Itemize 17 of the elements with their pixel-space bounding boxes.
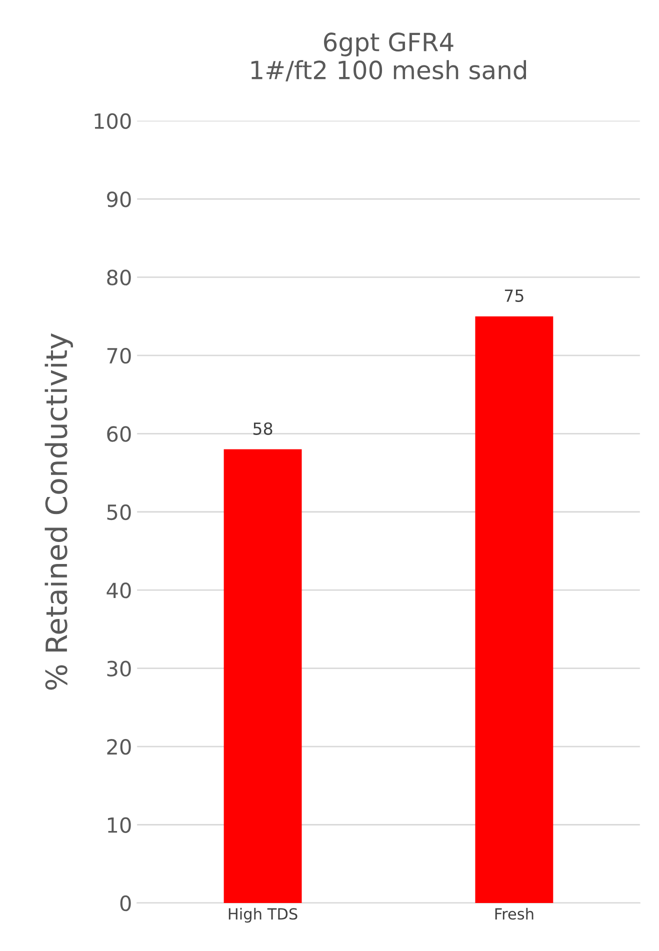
y-tick-label: 0: [120, 895, 131, 912]
data-label: 58: [253, 422, 272, 435]
y-tick-label: 50: [107, 504, 131, 520]
y-tick-label: 100: [94, 113, 131, 129]
x-tick-label: High TDS: [228, 908, 298, 923]
x-tick-label: Fresh: [495, 908, 534, 920]
y-tick-label: 90: [107, 191, 131, 208]
y-tick-label: 20: [107, 738, 131, 755]
chart-title: 6gpt GFR4 1#/ft2 100 mesh sand: [251, 32, 526, 82]
y-tick-label: 10: [108, 817, 131, 833]
y-tick-label: 80: [107, 270, 131, 286]
y-tick-label: 60: [107, 426, 131, 442]
data-label: 75: [504, 290, 524, 302]
y-tick-label: 40: [106, 582, 131, 598]
y-tick-label: 70: [107, 348, 131, 364]
y-tick-label: 30: [107, 660, 131, 677]
y-axis-title: % Retained Conductivity: [44, 333, 73, 690]
